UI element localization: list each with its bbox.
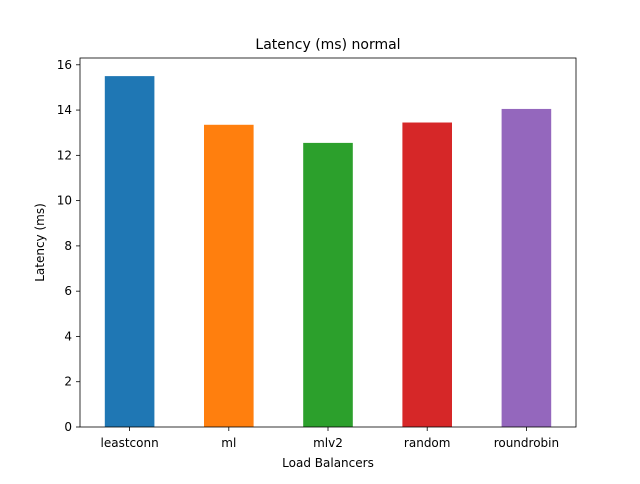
- y-tick-label: 16: [57, 58, 72, 72]
- y-tick-label: 8: [64, 239, 72, 253]
- y-tick-label: 12: [57, 148, 72, 162]
- plot-area-frame: [79, 57, 577, 428]
- x-tick-label: mlv2: [313, 436, 343, 450]
- y-tick-label: 14: [57, 103, 72, 117]
- y-tick-label: 10: [57, 194, 72, 208]
- x-axis-label: Load Balancers: [282, 456, 374, 470]
- x-tick-label: ml: [221, 436, 236, 450]
- y-tick-label: 6: [64, 284, 72, 298]
- x-axis-ticks: leastconn ml mlv2 random roundrobin: [101, 427, 559, 450]
- y-tick-label: 0: [64, 420, 72, 434]
- bar-mlv2: [303, 142, 353, 427]
- bar-random: [402, 122, 452, 427]
- y-axis-ticks: 0 2 4 6 8 10 12 14 16: [57, 58, 80, 434]
- bar-leastconn: [104, 76, 155, 428]
- x-tick-label: roundrobin: [494, 436, 559, 450]
- bar-ml: [204, 124, 254, 427]
- bar-roundrobin: [501, 108, 552, 428]
- bars-group: [104, 76, 552, 428]
- x-tick-label: leastconn: [101, 436, 159, 450]
- y-tick-label: 4: [64, 329, 72, 343]
- chart-title: Latency (ms) normal: [255, 37, 400, 53]
- x-tick-label: random: [404, 436, 451, 450]
- y-tick-label: 2: [64, 375, 72, 389]
- y-axis-label: Latency (ms): [33, 203, 47, 282]
